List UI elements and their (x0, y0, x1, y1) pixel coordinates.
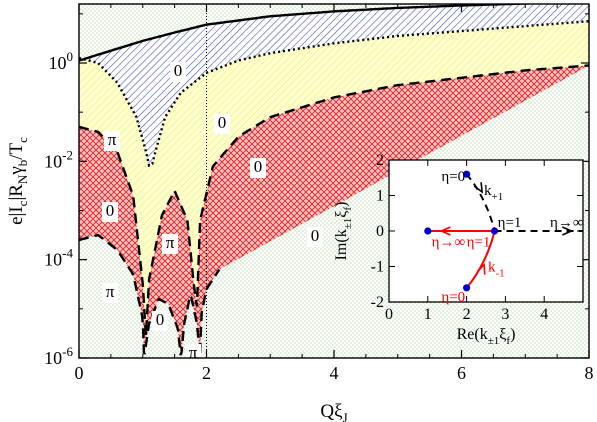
curve-1-dotted (79, 20, 589, 168)
x-tick-label: 8 (585, 363, 594, 383)
region-label-bg (162, 234, 178, 254)
region-label: 0 (174, 61, 183, 80)
blue-hatched-region (79, 4, 589, 166)
region-label: 0 (106, 201, 115, 220)
inset-point (463, 170, 471, 178)
region-label-bg (185, 344, 201, 364)
inset-x-tick-label: 3 (501, 306, 509, 323)
inset-annotation: η=1 (467, 235, 491, 251)
curve-2-dashed (79, 64, 589, 336)
region-label-bg (102, 202, 118, 222)
x-tick-label: 2 (202, 363, 211, 383)
arrow-black-right (562, 226, 574, 236)
region-label-bg (214, 114, 230, 134)
inset-y-tick-label: -1 (371, 259, 384, 276)
x-axis-label: QξJ (320, 401, 347, 422)
inset-annotation: η=0 (441, 169, 465, 185)
region-label-bg (307, 227, 323, 247)
region-label-bg (152, 311, 168, 331)
inset-point (463, 284, 471, 292)
inset-point (424, 227, 432, 235)
region-label-bg (170, 62, 186, 82)
x-tick-label: 0 (75, 363, 84, 383)
arrow-k-minus (476, 262, 486, 275)
inset-y-axis-label: Im(k±1ξf) (333, 202, 354, 261)
region-label: 0 (218, 113, 227, 132)
inset-y-tick-label: 1 (376, 188, 384, 205)
y-tick-label: 10-4 (44, 246, 73, 270)
region-label: π (166, 233, 175, 252)
inset-x-tick-label: 0 (385, 306, 393, 323)
curve-3-dashed (79, 233, 221, 357)
inset-annotation: η→∞ (432, 235, 466, 251)
y-tick-label: 100 (49, 49, 74, 73)
inset-x-tick-label: 2 (463, 306, 471, 323)
region-label-bg (250, 158, 266, 178)
inset-y-tick-label: 2 (376, 152, 384, 169)
inset-x-axis-label: Re(k±1ξf) (457, 326, 516, 347)
region-label: π (189, 343, 198, 362)
region-label: π (108, 130, 117, 149)
inset-annotation: η=0 (441, 290, 465, 306)
y-tick-label: 10-2 (44, 147, 73, 171)
region-label: π (106, 282, 115, 301)
region-label: 0 (311, 226, 320, 245)
y-axis-label: e|Ic|RNγb/Tc (6, 137, 30, 225)
inset-x-tick-label: 4 (540, 306, 548, 323)
x-tick-label: 4 (330, 363, 339, 383)
inset-curve-k-1 (465, 230, 496, 289)
inset-plot-area (427, 173, 583, 289)
x-tick-label: 6 (457, 363, 466, 383)
y-tick-label: 10-6 (44, 344, 73, 368)
inset-annotation: η→∞ (550, 215, 584, 231)
inset-point (490, 227, 499, 235)
arrow-red-left (439, 226, 451, 236)
inset-curve-k-1 (465, 173, 496, 232)
inset-x-tick-label: 1 (424, 306, 432, 323)
inset-y-tick-label: 0 (376, 223, 384, 240)
region-label: 0 (156, 310, 165, 329)
yellow-hatched-region (79, 4, 589, 336)
region-label: 0 (254, 157, 263, 176)
region-label-bg (102, 283, 118, 303)
inset-y-tick-label: -2 (371, 294, 384, 311)
region-label-bg (104, 131, 120, 151)
inset-annotation: η=1 (498, 215, 522, 231)
arrow-k-plus (473, 182, 484, 194)
